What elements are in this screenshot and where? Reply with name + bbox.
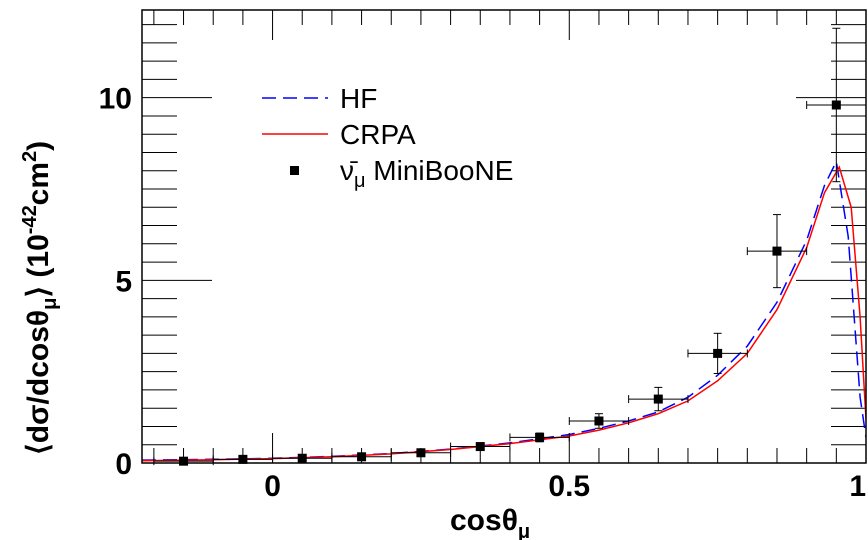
data-marker — [831, 100, 841, 110]
data-marker — [772, 246, 782, 256]
y-tick-label: 0 — [115, 448, 132, 481]
data-point — [687, 332, 748, 374]
plot-frame — [141, 9, 867, 464]
data-point — [568, 413, 630, 429]
data-marker — [179, 456, 189, 466]
data-marker — [535, 432, 545, 442]
y-tick-label: 10 — [99, 83, 132, 116]
data-point — [628, 386, 689, 412]
data-marker — [238, 454, 248, 464]
legend-marker-miniboone — [290, 166, 299, 175]
y-axis-title: ⟨dσ/dcosθμ⟩ (10-42cm2) — [19, 141, 61, 455]
data-point — [746, 214, 808, 289]
x-tick-label: 0.5 — [548, 470, 590, 503]
data-point — [450, 442, 511, 452]
data-point — [212, 454, 274, 464]
y-tick-label: 5 — [115, 265, 132, 298]
data-marker — [297, 453, 307, 463]
data-marker — [713, 348, 723, 358]
series-layer — [142, 159, 866, 462]
x-tick-label: 1 — [849, 470, 866, 503]
data-marker — [653, 394, 663, 404]
legend: HF CRPA ν̄μ MiniBooNE — [262, 83, 513, 192]
series-line-hf — [142, 159, 866, 461]
data-point — [272, 453, 333, 463]
data-marker — [594, 416, 604, 426]
legend-label-miniboone: ν̄μ MiniBooNE — [340, 155, 513, 192]
x-tick-label: 0 — [264, 470, 281, 503]
data-marker — [475, 442, 485, 452]
legend-label-crpa: CRPA — [340, 119, 416, 150]
series-line-crpa — [142, 165, 866, 462]
legend-label-hf: HF — [340, 83, 377, 114]
data-marker — [357, 452, 367, 462]
x-axis-title: cosθμ — [450, 504, 530, 540]
data-marker — [416, 448, 426, 458]
data-point — [509, 432, 570, 443]
